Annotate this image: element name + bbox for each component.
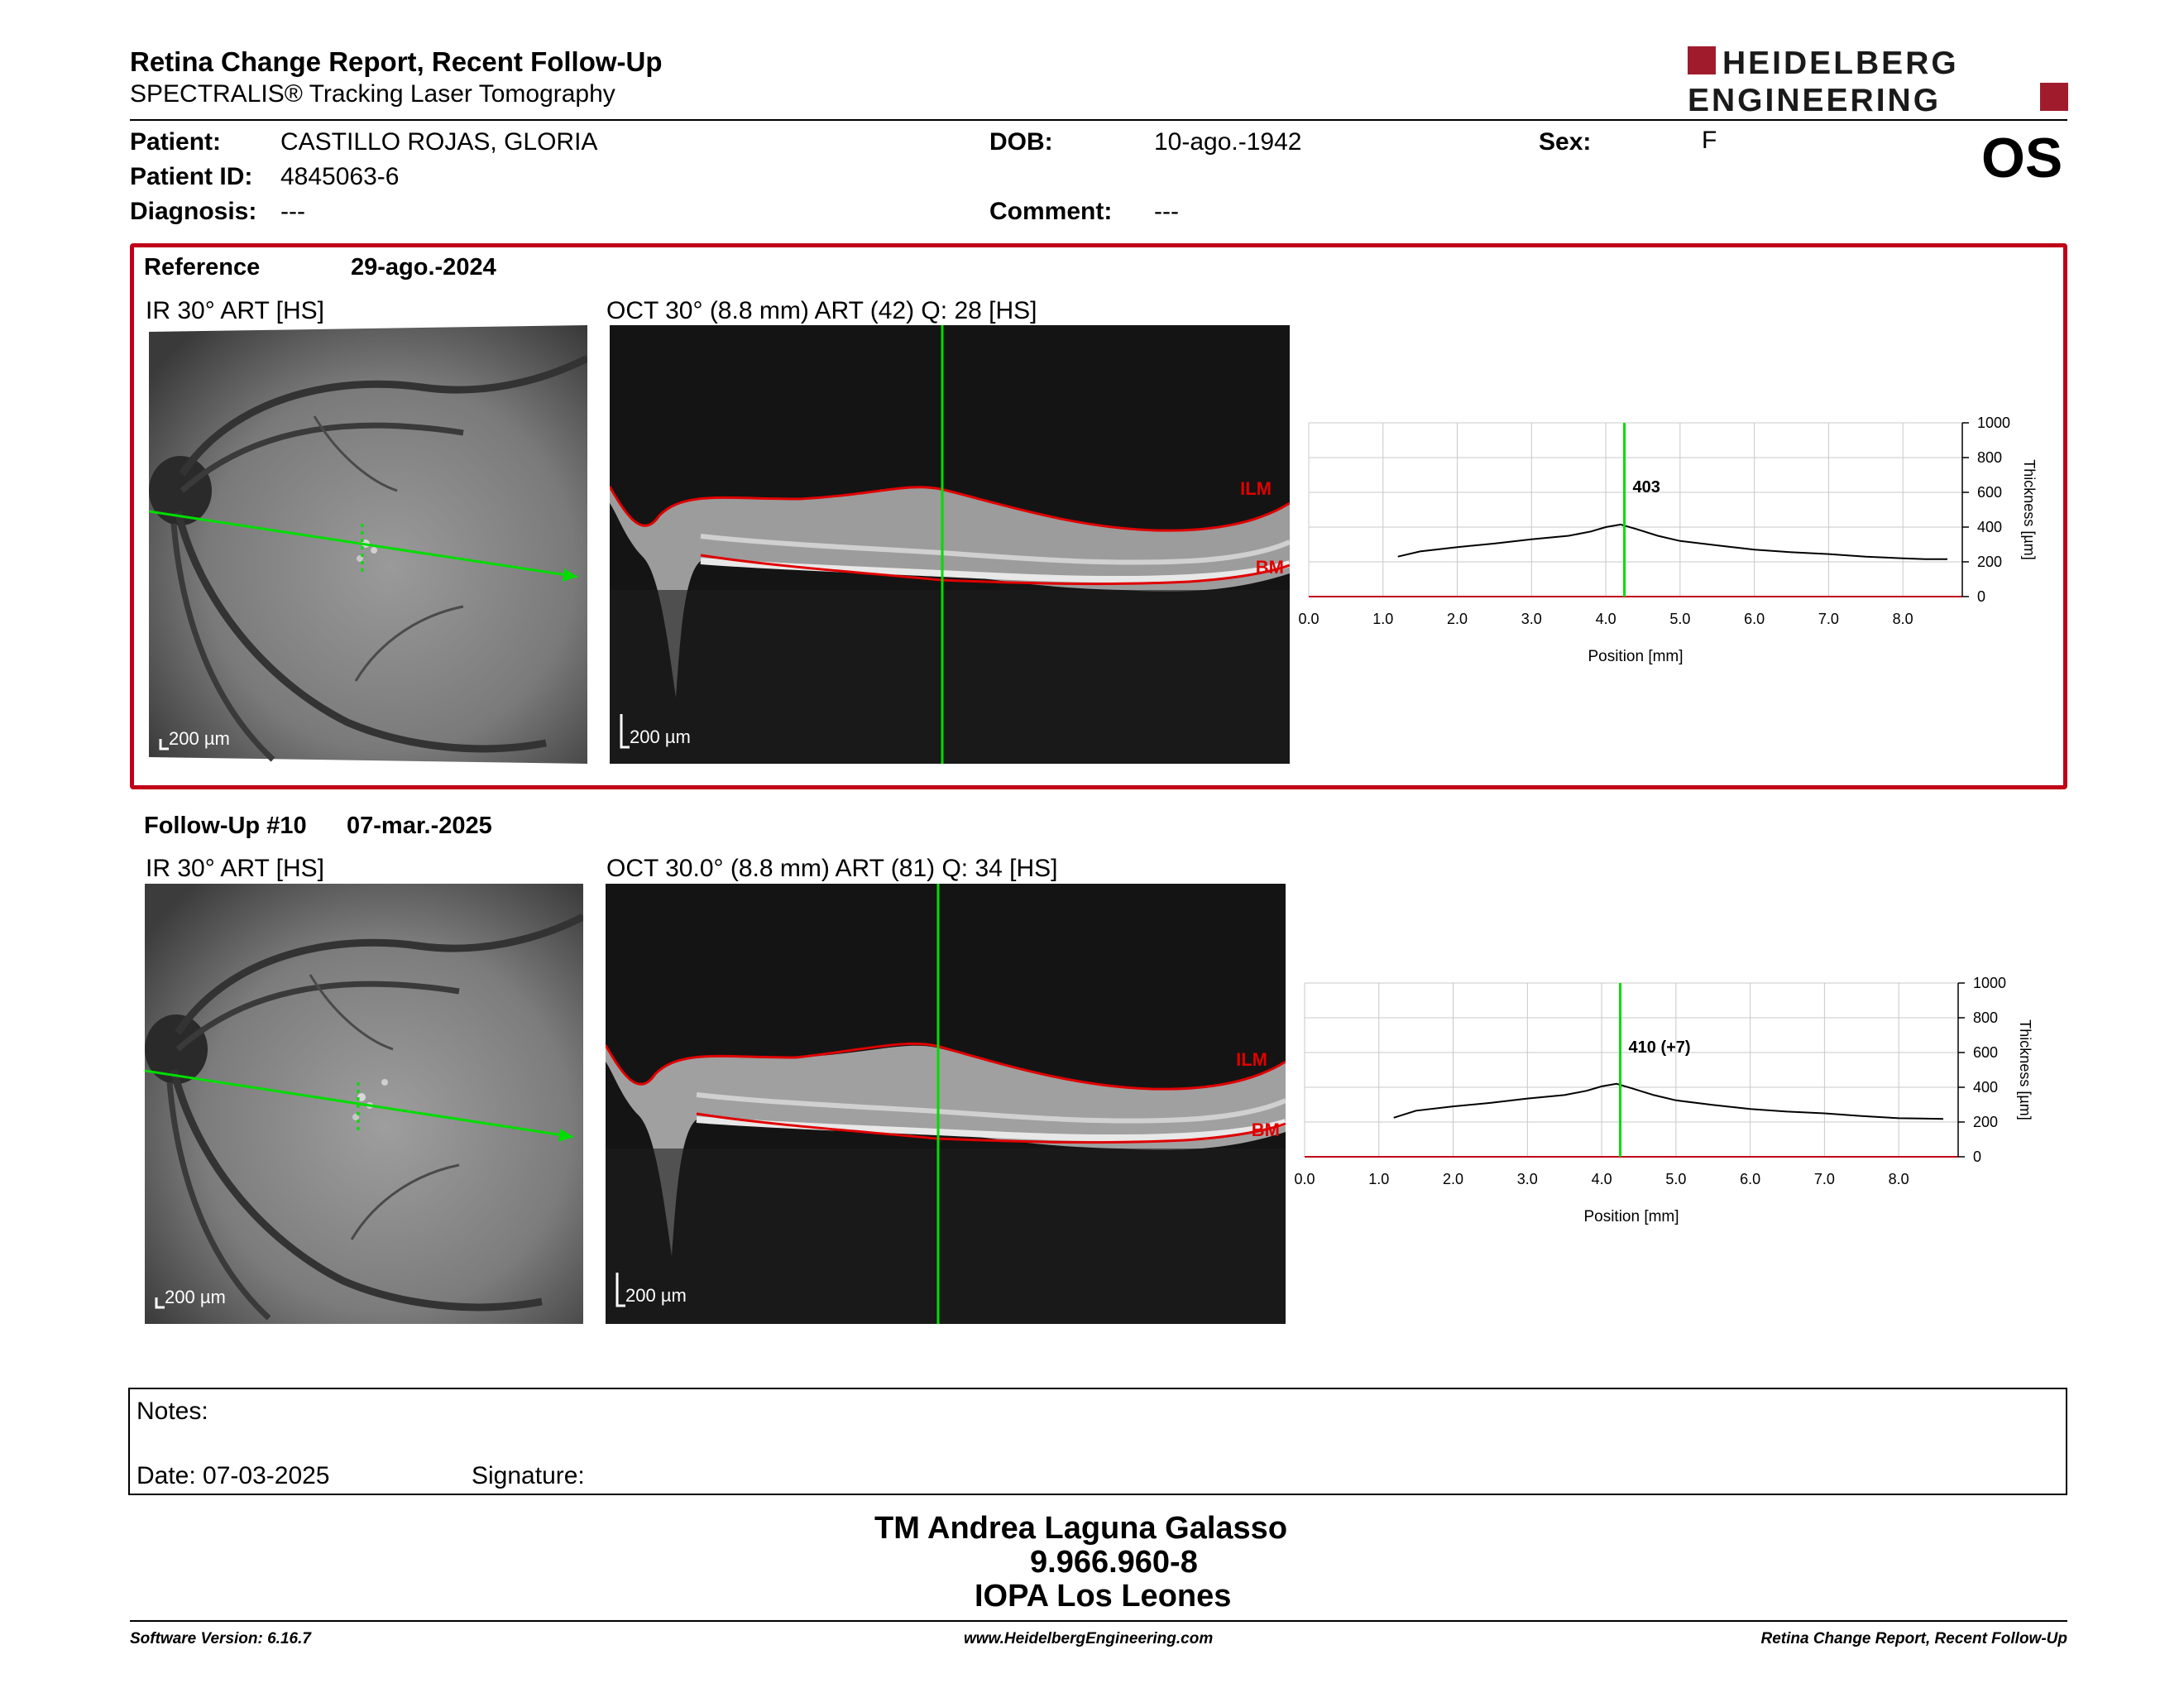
notes-box: Notes: Date: 07-03-2025 Signature: [128,1388,2067,1495]
x-tick-label: 6.0 [1740,1171,1760,1187]
website-link[interactable]: www.HeidelbergEngineering.com [964,1630,1214,1647]
oct-bscan-image[interactable]: ILM BM 200 µm [606,884,1286,1324]
comment-value: --- [1154,198,1179,225]
x-tick-label: 4.0 [1596,611,1616,627]
reference-section: Reference 29-ago.-2024 IR 30° ART [HS] O… [130,243,2067,789]
x-axis-label: Position [mm] [1583,1208,1679,1225]
notes-date: Date: 07-03-2025 [136,1462,330,1489]
y-tick-label: 0 [1977,588,1985,605]
y-tick-label: 800 [1977,449,2002,466]
oct-scale-label: 200 µm [625,1285,687,1306]
bm-label: BM [1252,1120,1280,1140]
y-axis-label: Thickness [µm] [2017,1019,2033,1120]
y-tick-label: 400 [1973,1079,1998,1096]
patient-id-label: Patient ID: [130,163,253,190]
ir-scale-label: 200 µm [169,728,230,749]
x-tick-label: 5.0 [1665,1171,1686,1187]
software-version: Software Version: 6.16.7 [130,1630,311,1647]
ir-fundus-image[interactable]: 200 µm [149,325,587,764]
eye-laterality: OS [1981,127,2063,189]
signer-name: TM Andrea Laguna Galasso [874,1511,1288,1546]
y-tick-label: 400 [1977,519,2002,535]
oct-scale-label: 200 µm [630,727,691,747]
y-tick-label: 1000 [1977,415,2010,431]
y-tick-label: 200 [1973,1114,1998,1130]
x-tick-label: 8.0 [1893,611,1913,627]
oct-bscan-image[interactable]: ILM BM 200 µm [610,325,1290,764]
footer-report-name: Retina Change Report, Recent Follow-Up [1760,1630,2067,1647]
oct-image-label: OCT 30° (8.8 mm) ART (42) Q: 28 [HS] [606,297,1037,324]
comment-label: Comment: [989,198,1113,225]
x-tick-label: 0.0 [1294,1171,1315,1187]
ilm-label: ILM [1236,1049,1267,1070]
y-tick-label: 1000 [1973,975,2006,991]
followup-section: Follow-Up #10 07-mar.-2025 IR 30° ART [H… [130,807,2067,1353]
logo-line2: ENGINEERING [1688,83,1941,116]
logo-line1: HEIDELBERG [1722,46,1959,81]
x-tick-label: 2.0 [1447,611,1468,627]
y-tick-label: 200 [1977,554,2002,570]
x-tick-label: 8.0 [1889,1171,1909,1187]
thickness-chart-reference: 0.0 1.0 2.0 3.0 4.0 5.0 6.0 7.0 8.0 0 200 400 600 800… [1298,415,2037,665]
ilm-label: ILM [1240,478,1272,499]
x-tick-label: 7.0 [1818,611,1839,627]
signer-org: IOPA Los Leones [975,1579,1232,1614]
diagnosis-value: --- [280,198,305,225]
notes-label: Notes: [136,1398,208,1425]
x-tick-label: 4.0 [1592,1171,1612,1187]
dob-label: DOB: [989,128,1053,156]
x-tick-label: 0.0 [1298,611,1319,627]
x-tick-label: 7.0 [1814,1171,1835,1187]
y-tick-label: 600 [1973,1044,1998,1061]
y-axis-label: Thickness [µm] [2021,459,2037,559]
bm-label: BM [1256,557,1284,578]
report-subtitle: SPECTRALIS® Tracking Laser Tomography [130,80,615,108]
signer-rut: 9.966.960-8 [1030,1545,1198,1580]
patient-id-value: 4845063-6 [280,163,400,190]
x-tick-label: 6.0 [1744,611,1765,627]
x-axis-label: Position [mm] [1588,648,1683,665]
x-tick-label: 3.0 [1521,611,1542,627]
signature-label: Signature: [472,1462,585,1489]
ir-fundus-image[interactable]: 200 µm [145,884,583,1324]
marker-value-label: 403 [1633,478,1660,496]
footer-divider [130,1620,2067,1622]
x-tick-label: 5.0 [1669,611,1690,627]
ir-image-label: IR 30° ART [HS] [146,297,324,324]
marker-value-label: 410 (+7) [1629,1038,1691,1057]
x-tick-label: 2.0 [1443,1171,1463,1187]
y-tick-label: 0 [1973,1149,1981,1165]
report-title: Retina Change Report, Recent Follow-Up [130,46,663,77]
patient-label: Patient: [130,128,222,156]
reference-date: 29-ago.-2024 [351,254,496,281]
thickness-series-line [1393,1082,1944,1120]
patient-name: CASTILLO ROJAS, GLORIA [280,128,598,156]
reference-label: Reference [144,254,261,281]
followup-date: 07-mar.-2025 [347,813,492,839]
x-tick-label: 1.0 [1368,1171,1389,1187]
ir-image-label: IR 30° ART [HS] [146,855,324,882]
sex-label: Sex: [1539,128,1592,156]
x-tick-label: 1.0 [1372,611,1393,627]
header-divider [130,119,2067,121]
sex-value: F [1702,127,1717,154]
heidelberg-logo: HEIDELBERG ENGINEERING [1688,46,2068,116]
x-tick-label: 3.0 [1517,1171,1538,1187]
thickness-series-line [1397,523,1947,560]
oct-image-label: OCT 30.0° (8.8 mm) ART (81) Q: 34 [HS] [606,855,1058,882]
dob-value: 10-ago.-1942 [1154,128,1302,156]
y-tick-label: 800 [1973,1009,1998,1026]
followup-label: Follow-Up #10 [144,813,307,839]
diagnosis-label: Diagnosis: [130,198,257,225]
y-tick-label: 600 [1977,484,2002,501]
ir-scale-label: 200 µm [165,1287,226,1307]
thickness-chart-followup: 0.0 1.0 2.0 3.0 4.0 5.0 6.0 7.0 8.0 0 200 400 600 800… [1294,975,2033,1225]
